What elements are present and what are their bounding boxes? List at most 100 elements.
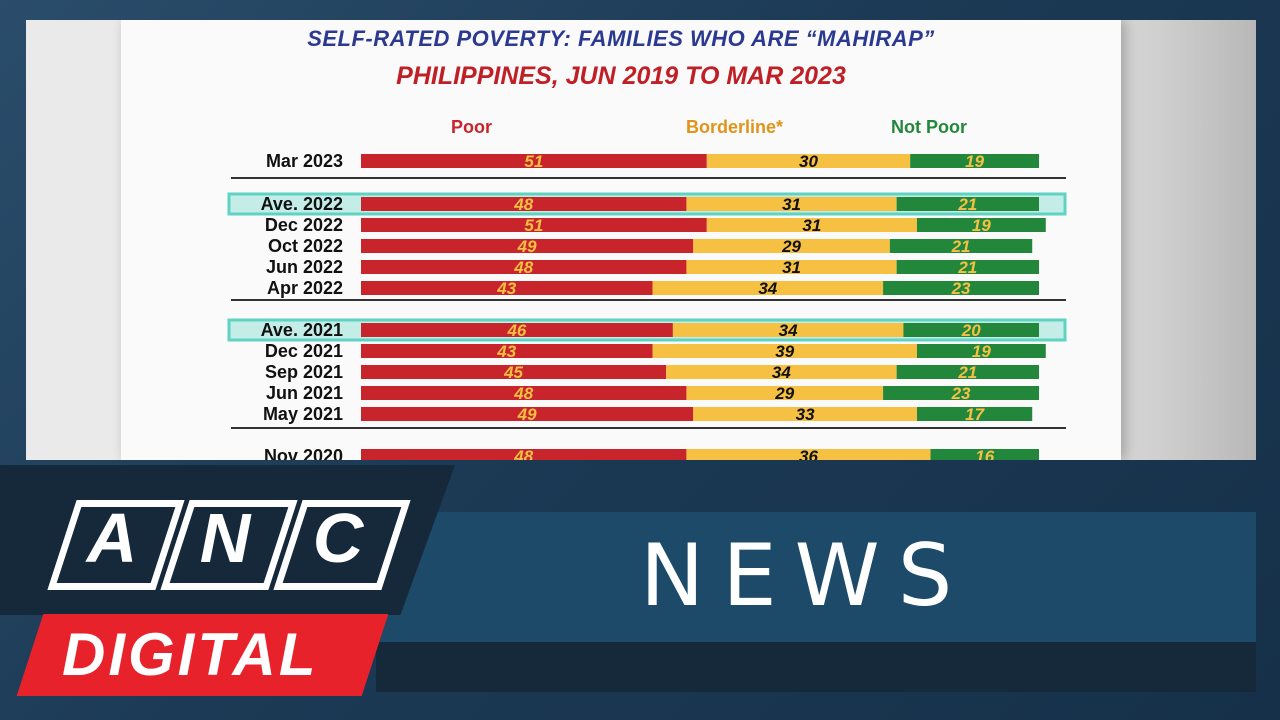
data-label-not-poor: 20	[961, 321, 981, 340]
row-label: Dec 2022	[265, 215, 343, 235]
data-label-borderline: 34	[779, 321, 798, 340]
data-label-borderline: 34	[772, 363, 791, 382]
data-label-not-poor: 17	[965, 405, 985, 424]
bar-not-poor	[883, 281, 1039, 295]
data-label-borderline: 31	[782, 258, 801, 277]
logo-panel	[0, 465, 455, 615]
news-band-footer	[376, 642, 1256, 692]
row-label: Apr 2022	[267, 278, 343, 298]
data-label-borderline: 39	[775, 342, 794, 361]
data-label-borderline: 30	[799, 152, 818, 171]
screenshot-frame: SELF-RATED POVERTY: FAMILIES WHO ARE “MA…	[26, 20, 1256, 460]
logo-letter-n: N	[199, 499, 251, 577]
bar-poor	[361, 407, 694, 421]
stacked-bar-chart: Mar 2023 51 30 19 Ave. 2022 48 31 21 Dec 2022 51 3…	[227, 151, 1067, 460]
data-label-not-poor: 21	[957, 363, 977, 382]
bar-not-poor	[896, 197, 1039, 211]
row-label: Jun 2022	[266, 257, 343, 277]
bar-borderline	[706, 154, 911, 168]
chart-row: Sep 2021 45 34 21	[265, 362, 1039, 382]
bar-poor	[361, 344, 653, 358]
logo-letter-c: C	[312, 499, 364, 577]
data-label-poor: 48	[513, 195, 533, 214]
chart-row: Oct 2022 49 29 21	[268, 236, 1033, 256]
bar-poor	[361, 323, 673, 337]
bar-not-poor	[916, 218, 1046, 232]
chart-row: Ave. 2021 46 34 20	[227, 318, 1067, 342]
bar-borderline	[686, 197, 897, 211]
chart-row: Dec 2022 51 31 19	[265, 215, 1046, 235]
data-label-not-poor: 21	[957, 195, 977, 214]
legend-poor: Poor	[451, 117, 493, 137]
data-label-poor: 51	[524, 216, 543, 235]
data-label-poor: 43	[496, 279, 516, 298]
bar-borderline	[693, 239, 890, 253]
data-label-borderline: 33	[796, 405, 815, 424]
data-label-poor: 46	[506, 321, 526, 340]
bar-not-poor	[896, 365, 1039, 379]
data-label-not-poor: 23	[951, 279, 971, 298]
news-label: NEWS	[640, 526, 971, 626]
row-label: Oct 2022	[268, 236, 343, 256]
bar-borderline	[686, 386, 884, 400]
data-label-poor: 48	[513, 258, 533, 277]
chart-row: Mar 2023 51 30 19	[266, 151, 1039, 171]
bar-poor	[361, 239, 694, 253]
data-label-poor: 48	[513, 447, 533, 460]
data-label-not-poor: 23	[951, 384, 971, 403]
row-label: Mar 2023	[266, 151, 343, 171]
bar-not-poor	[930, 449, 1039, 460]
data-label-borderline: 29	[774, 384, 794, 403]
row-label: Nov 2020	[264, 446, 343, 460]
bar-poor	[361, 197, 687, 211]
bar-borderline	[686, 449, 931, 460]
data-label-borderline: 31	[802, 216, 821, 235]
legend-not-poor: Not Poor	[891, 117, 967, 137]
data-label-not-poor: 21	[957, 258, 977, 277]
row-label: Sep 2021	[265, 362, 343, 382]
news-band	[376, 512, 1256, 642]
bar-poor	[361, 281, 653, 295]
data-label-borderline: 36	[799, 447, 818, 460]
chart-row: Apr 2022 43 34 23	[267, 278, 1039, 298]
data-label-poor: 43	[496, 342, 516, 361]
data-label-poor: 49	[517, 405, 537, 424]
bar-poor	[361, 365, 667, 379]
chart-row: Jun 2021 48 29 23	[266, 383, 1039, 403]
bar-not-poor	[903, 323, 1039, 337]
bar-not-poor	[889, 239, 1033, 253]
data-label-not-poor: 16	[975, 447, 994, 460]
data-label-borderline: 29	[781, 237, 801, 256]
data-label-poor: 49	[517, 237, 537, 256]
bar-borderline	[672, 323, 904, 337]
chart-subtitle: PHILIPPINES, JUN 2019 TO MAR 2023	[121, 62, 1121, 91]
bar-borderline	[666, 365, 897, 379]
bar-borderline	[652, 344, 917, 358]
row-label: May 2021	[263, 404, 343, 424]
bar-poor	[361, 449, 687, 460]
bar-borderline	[706, 218, 917, 232]
bar-not-poor	[883, 386, 1039, 400]
data-label-poor: 48	[513, 384, 533, 403]
bar-poor	[361, 154, 707, 168]
chart-title: SELF-RATED POVERTY: FAMILIES WHO ARE “MA…	[307, 26, 935, 51]
data-label-borderline: 31	[782, 195, 801, 214]
chart-paper: SELF-RATED POVERTY: FAMILIES WHO ARE “MA…	[121, 20, 1121, 460]
legend-borderline: Borderline*	[686, 117, 784, 137]
data-label-borderline: 34	[758, 279, 777, 298]
logo-letter-a: A	[86, 499, 138, 577]
bar-borderline	[686, 260, 897, 274]
data-label-poor: 45	[503, 363, 523, 382]
bar-poor	[361, 260, 687, 274]
data-label-not-poor: 21	[951, 237, 971, 256]
bar-borderline	[652, 281, 884, 295]
data-label-not-poor: 19	[965, 152, 984, 171]
bar-poor	[361, 218, 707, 232]
row-label: Ave. 2021	[261, 320, 343, 340]
row-label: Jun 2021	[266, 383, 343, 403]
row-label: Ave. 2022	[261, 194, 343, 214]
chart-row: Nov 2020 48 36 16	[264, 446, 1039, 460]
bar-poor	[361, 386, 687, 400]
bar-not-poor	[896, 260, 1039, 274]
digital-label: DIGITAL	[62, 621, 319, 688]
